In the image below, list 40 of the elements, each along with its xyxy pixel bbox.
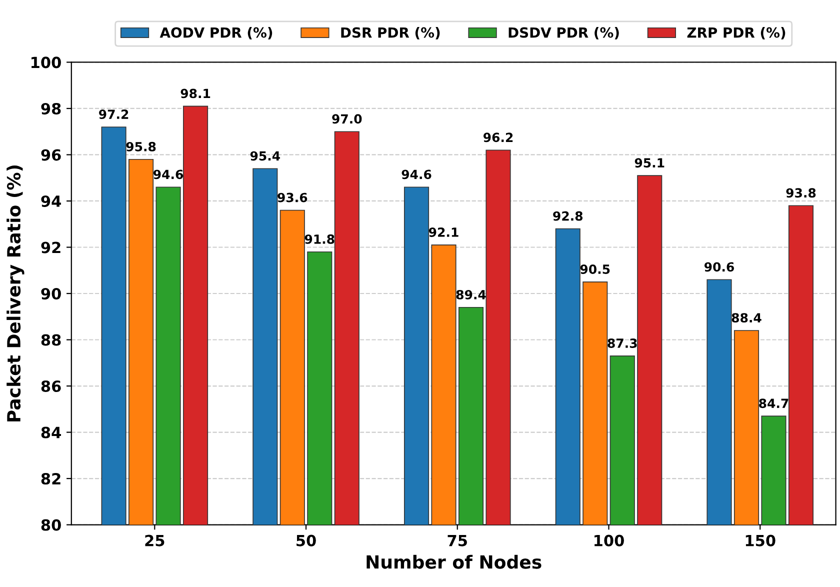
x-tick-label: 100 xyxy=(594,534,624,546)
x-tick-label: 75 xyxy=(448,534,467,546)
data-label: 94.6 xyxy=(402,170,432,180)
x-axis-title: Number of Nodes xyxy=(366,554,542,569)
y-tick-label: 96 xyxy=(41,149,61,161)
legend-label: DSDV PDR (%) xyxy=(508,27,619,40)
data-label: 92.8 xyxy=(553,211,583,221)
y-tick-label: 82 xyxy=(41,472,60,485)
data-label: 97.0 xyxy=(332,114,362,124)
y-tick-label: 92 xyxy=(41,242,60,254)
y-tick-label: 98 xyxy=(41,102,61,114)
data-label: 96.2 xyxy=(483,132,513,142)
data-label: 98.1 xyxy=(180,88,210,98)
data-label: 94.6 xyxy=(154,170,184,180)
y-tick-label: 90 xyxy=(41,288,61,300)
y-tick-label: 100 xyxy=(32,56,61,68)
data-label: 84.7 xyxy=(759,398,788,408)
data-label: 97.2 xyxy=(99,110,128,119)
data-label: 87.3 xyxy=(608,338,637,348)
legend-label: AODV PDR (%) xyxy=(160,27,272,40)
y-tick-label: 80 xyxy=(41,519,61,531)
data-label: 95.1 xyxy=(634,158,664,168)
data-label: 88.4 xyxy=(732,313,762,323)
x-tick-label: 150 xyxy=(746,534,776,546)
data-label: 89.4 xyxy=(456,290,486,300)
x-tick-label: 50 xyxy=(296,534,316,546)
y-tick-label: 84 xyxy=(41,426,61,438)
legend-label: DSR PDR (%) xyxy=(341,27,440,40)
data-label: 95.8 xyxy=(126,142,156,152)
y-tick-label: 94 xyxy=(41,195,61,208)
x-tick-label: 25 xyxy=(145,534,164,546)
data-label: 93.8 xyxy=(786,188,816,198)
y-tick-label: 86 xyxy=(41,380,61,392)
y-axis-title: Packet Delivery Ratio (%) xyxy=(6,165,24,422)
data-label: 90.6 xyxy=(704,262,734,272)
y-tick-label: 88 xyxy=(41,334,61,346)
data-label: 92.1 xyxy=(428,228,458,237)
legend-label: ZRP PDR (%) xyxy=(687,27,786,40)
data-label: 93.6 xyxy=(278,192,308,202)
data-label: 95.4 xyxy=(250,151,280,161)
